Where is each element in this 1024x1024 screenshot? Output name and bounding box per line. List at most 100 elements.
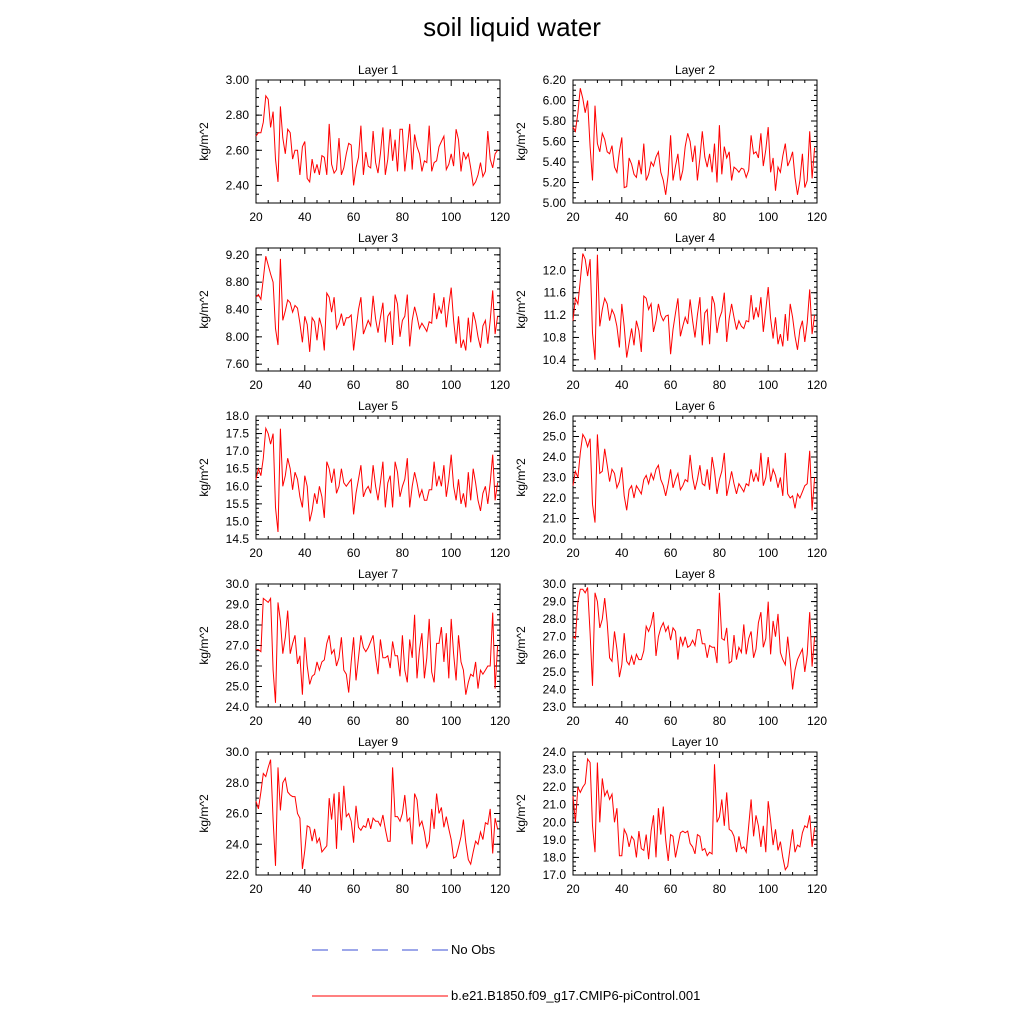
series-line — [572, 432, 816, 523]
y-tick-label: 30.0 — [226, 577, 250, 591]
y-tick-label: 6.20 — [543, 73, 567, 87]
y-tick-label: 21.0 — [543, 512, 567, 526]
y-tick-label: 26.0 — [543, 647, 567, 661]
y-tick-label: 28.0 — [543, 612, 567, 626]
panel-title: Layer 2 — [675, 63, 715, 77]
x-tick-label: 40 — [298, 714, 312, 728]
x-tick-label: 20 — [249, 882, 263, 896]
x-tick-label: 20 — [249, 546, 263, 560]
x-tick-label: 80 — [396, 882, 410, 896]
series-line — [572, 88, 816, 195]
y-tick-label: 25.0 — [226, 680, 250, 694]
x-tick-label: 40 — [615, 210, 629, 224]
y-tick-label: 25.0 — [543, 430, 567, 444]
y-tick-label: 15.5 — [226, 497, 250, 511]
y-axis-label: kg/m^2 — [514, 626, 528, 665]
chart-panel-9: Layer 9 20 40 60 80 100 120 22.0 24.0 26.0 28.0 30.… — [197, 735, 510, 896]
y-tick-label: 2.40 — [226, 178, 250, 192]
x-tick-label: 80 — [396, 714, 410, 728]
x-tick-label: 60 — [347, 210, 361, 224]
y-tick-label: 20.0 — [543, 532, 567, 546]
chart-panel-6: Layer 6 20 40 60 80 100 120 20.0 21.0 22.0 23.0 24.… — [514, 399, 827, 560]
y-tick-label: 2.60 — [226, 143, 250, 157]
y-tick-label: 24.0 — [226, 700, 250, 714]
y-axis-label: kg/m^2 — [514, 794, 528, 833]
y-tick-label: 26.0 — [543, 409, 567, 423]
y-tick-label: 17.0 — [543, 868, 567, 882]
x-tick-label: 100 — [441, 714, 461, 728]
x-tick-label: 60 — [347, 378, 361, 392]
x-tick-label: 40 — [615, 714, 629, 728]
y-tick-label: 7.60 — [226, 357, 250, 371]
chart-panel-10: Layer 10 20 40 60 80 100 120 17.0 18.0 19.0 20.0 21… — [514, 735, 827, 896]
y-axis-label: kg/m^2 — [197, 458, 211, 497]
panel-title: Layer 3 — [358, 231, 398, 245]
x-tick-label: 120 — [807, 546, 827, 560]
x-tick-label: 80 — [713, 378, 727, 392]
chart-panel-3: Layer 3 20 40 60 80 100 120 7.60 8.00 8.40 8.80 9.2… — [197, 231, 510, 392]
x-tick-label: 80 — [396, 210, 410, 224]
y-tick-label: 23.0 — [543, 700, 567, 714]
x-tick-label: 120 — [490, 378, 510, 392]
y-tick-label: 24.0 — [543, 745, 567, 759]
y-axis-label: kg/m^2 — [197, 626, 211, 665]
chart-title: soil liquid water — [423, 12, 601, 42]
y-tick-label: 10.8 — [543, 330, 567, 344]
x-tick-label: 40 — [298, 210, 312, 224]
chart-panel-5: Layer 5 20 40 60 80 100 120 14.5 15.0 15.5 16.0 16.… — [197, 399, 510, 560]
y-tick-label: 16.0 — [226, 479, 250, 493]
x-tick-label: 120 — [490, 210, 510, 224]
panel-title: Layer 7 — [358, 567, 398, 581]
x-tick-label: 100 — [758, 378, 778, 392]
y-tick-label: 11.2 — [544, 308, 567, 322]
y-tick-label: 16.5 — [226, 462, 250, 476]
y-tick-label: 8.40 — [226, 303, 250, 317]
y-tick-label: 15.0 — [226, 514, 250, 528]
x-tick-label: 100 — [441, 882, 461, 896]
x-tick-label: 80 — [713, 714, 727, 728]
x-tick-label: 20 — [566, 714, 580, 728]
y-axis-label: kg/m^2 — [514, 458, 528, 497]
y-tick-label: 24.0 — [543, 450, 567, 464]
y-tick-label: 5.40 — [543, 155, 567, 169]
plot-frame — [572, 751, 818, 876]
y-tick-label: 17.5 — [226, 427, 250, 441]
y-tick-label: 9.20 — [226, 248, 250, 262]
y-axis-label: kg/m^2 — [514, 290, 528, 329]
y-tick-label: 27.0 — [226, 639, 250, 653]
y-tick-label: 24.0 — [543, 682, 567, 696]
x-tick-label: 40 — [298, 882, 312, 896]
plot-frame — [572, 79, 818, 204]
panel-title: Layer 10 — [672, 735, 719, 749]
plot-frame — [572, 247, 818, 372]
y-tick-label: 22.0 — [543, 491, 567, 505]
legend-model-label: b.e21.B1850.f09_g17.CMIP6-piControl.001 — [451, 988, 700, 1003]
x-tick-label: 100 — [758, 546, 778, 560]
panel-title: Layer 6 — [675, 399, 715, 413]
y-axis-label: kg/m^2 — [197, 122, 211, 161]
y-axis-label: kg/m^2 — [514, 122, 528, 161]
panel-title: Layer 1 — [358, 63, 398, 77]
plot-frame — [255, 79, 501, 204]
y-tick-label: 2.80 — [226, 108, 250, 122]
y-tick-label: 24.0 — [226, 837, 250, 851]
x-tick-label: 40 — [615, 546, 629, 560]
y-tick-label: 30.0 — [226, 745, 250, 759]
x-tick-label: 60 — [347, 714, 361, 728]
y-tick-label: 6.00 — [543, 94, 567, 108]
y-tick-label: 29.0 — [226, 598, 250, 612]
x-tick-label: 120 — [490, 546, 510, 560]
y-tick-label: 8.80 — [226, 275, 250, 289]
y-tick-label: 28.0 — [226, 618, 250, 632]
y-tick-label: 12.0 — [543, 263, 567, 277]
chart-panel-4: Layer 4 20 40 60 80 100 120 10.4 10.8 11.2 11.6 12.… — [514, 231, 827, 392]
y-tick-label: 29.0 — [543, 595, 567, 609]
x-tick-label: 60 — [664, 210, 678, 224]
series-line — [256, 596, 499, 703]
x-tick-label: 120 — [490, 714, 510, 728]
x-tick-label: 80 — [713, 210, 727, 224]
x-tick-label: 100 — [441, 210, 461, 224]
plot-frame — [255, 415, 501, 540]
y-tick-label: 22.0 — [226, 868, 250, 882]
